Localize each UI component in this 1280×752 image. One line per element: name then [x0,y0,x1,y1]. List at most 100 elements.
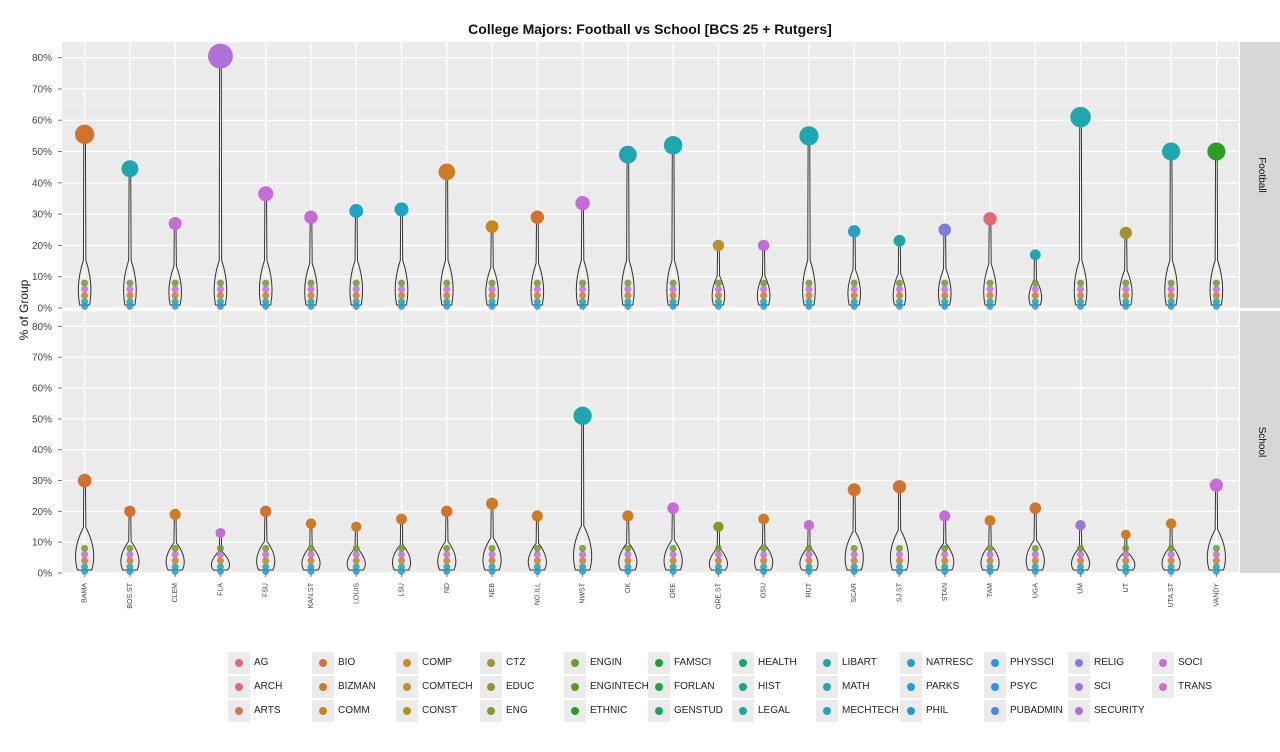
major-point [1031,557,1039,565]
legend-dot [1075,683,1083,691]
legend-key [1152,652,1174,674]
major-point [533,285,541,293]
violin-outline [666,144,680,306]
legend-key [396,652,418,674]
major-point [805,544,813,552]
major-point [714,544,722,552]
major-point [1077,551,1085,559]
y-tick-label: 10% [32,538,52,549]
major-point [850,563,858,571]
x-tick-label: UGA [1032,583,1039,599]
violin-outline [530,216,545,306]
major-point [398,298,406,306]
legend-label: PARKS [926,681,960,692]
violin-outline [168,223,182,306]
major-point [669,544,677,552]
max-major-point [757,239,770,252]
major-point [941,285,949,293]
major-point [398,563,406,571]
major-point [262,285,270,293]
max-major-point [530,210,545,224]
major-point [941,298,949,306]
max-major-point [799,126,819,146]
max-major-point [713,521,724,532]
major-point [352,285,360,293]
max-major-point [847,483,861,497]
violin-outline [844,489,864,571]
legend-key [1068,676,1090,698]
legend-label: ARTS [254,705,281,716]
major-point [216,563,224,571]
y-tick-label: 0% [38,304,53,315]
legend-label: ENGINTECH [590,681,649,692]
legend-dot [319,659,327,667]
major-point [262,279,270,287]
max-major-point [1207,142,1226,161]
legend-label: PUBADMIN [1010,705,1063,716]
major-point [488,298,496,306]
facet-strip-label: Football [1256,157,1267,193]
violin-outline [437,510,457,571]
major-point [669,291,677,299]
major-point [352,291,360,299]
major-point [1077,298,1085,306]
max-major-point [1162,142,1181,161]
major-point [986,291,994,299]
violin-outline [1206,484,1226,571]
violin-outline [621,154,635,306]
legend-key [648,700,670,722]
violin-outline [575,202,590,306]
x-tick-label: FLA [217,583,224,596]
max-major-point [618,145,637,164]
max-major-point [215,527,226,538]
major-point [398,285,406,293]
violin-outline [892,240,907,306]
max-major-point [575,195,590,211]
major-point [850,291,858,299]
major-point [941,291,949,299]
legend-dot [487,659,495,667]
max-major-point [394,202,409,217]
major-point [488,557,496,565]
major-point [941,557,949,565]
y-tick-label: 20% [32,241,52,252]
major-point [805,285,813,293]
max-major-point [847,225,861,238]
legend-label: BIO [338,657,356,668]
major-point [624,563,632,571]
x-tick-label: ORE.ST [715,582,722,609]
violin-outline [573,415,593,571]
max-major-point [258,186,274,202]
legend-key [900,652,922,674]
major-point [307,285,315,293]
major-point [714,298,722,306]
major-point [398,291,406,299]
major-point [262,291,270,299]
legend-key [564,652,586,674]
major-point [1122,551,1130,559]
x-tick-label: RUT [806,582,813,597]
max-major-point [938,223,952,237]
violin-outline [258,193,273,306]
major-point [352,279,360,287]
x-tick-label: UT [1123,582,1130,592]
legend-dot [487,707,495,715]
major-point [624,291,632,299]
major-point [669,551,677,559]
major-point [81,285,89,293]
violin-outline [77,133,92,306]
major-point [760,551,768,559]
major-point [171,291,179,299]
max-major-point [259,505,272,518]
legend-label: COMTECH [422,681,473,692]
major-point [1031,279,1039,287]
violin-outline [1073,116,1088,306]
max-major-point [983,212,997,226]
x-tick-label: STAN [942,583,949,601]
violin-outline [213,55,228,306]
plot-layer: 0% 10% 20% 30% 40% 50% 60% 70% 80% Football 0% 10% 2… [32,41,1280,609]
major-point [1077,544,1085,552]
max-major-point [1209,478,1224,492]
major-point [1031,298,1039,306]
major-point [1212,563,1220,571]
